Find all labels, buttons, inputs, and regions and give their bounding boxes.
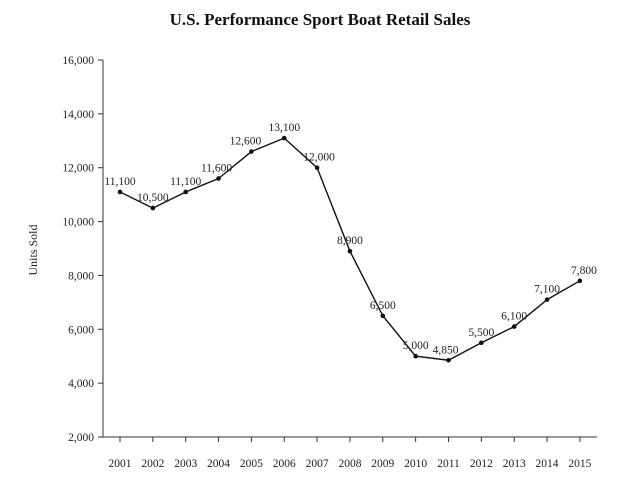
y-tick-label: 6,000	[68, 324, 94, 336]
data-label: 10,500	[137, 192, 169, 204]
data-label: 11,100	[170, 176, 201, 188]
x-tick-label: 2012	[470, 458, 493, 470]
y-tick-label: 10,000	[62, 217, 94, 229]
chart-axes	[102, 60, 597, 438]
data-label: 4,850	[433, 344, 459, 356]
y-tick-label: 2,000	[68, 432, 94, 444]
data-label: 7,100	[534, 284, 560, 296]
x-axis-ticks: 2001 2002 2003 2004 2005 2006 2007 2008 2009 2010…	[109, 437, 592, 470]
data-point	[577, 278, 583, 284]
data-point	[380, 313, 386, 319]
data-point	[413, 353, 418, 359]
data-point	[183, 189, 188, 195]
y-tick-label: 14,000	[62, 109, 94, 121]
data-label: 5,000	[403, 340, 429, 352]
x-tick-label: 2010	[404, 458, 427, 470]
data-point	[347, 248, 353, 254]
x-tick-label: 2005	[240, 458, 263, 470]
x-tick-label: 2003	[174, 458, 197, 470]
data-point	[281, 135, 287, 141]
data-point	[216, 176, 221, 181]
y-tick-label: 8,000	[68, 270, 94, 282]
x-tick-label: 2014	[536, 458, 559, 470]
y-tick-label: 16,000	[62, 55, 94, 67]
data-label: 5,500	[468, 327, 494, 339]
y-tick-label: 4,000	[68, 378, 94, 390]
data-label: 11,600	[201, 162, 232, 174]
data-labels: 11,10010,50011,10011,60012,60013,10012,0…	[104, 122, 597, 356]
x-tick-label: 2006	[273, 458, 296, 470]
y-tick-label: 12,000	[62, 163, 94, 175]
data-label: 6,100	[501, 311, 527, 323]
data-point	[314, 165, 320, 171]
chart-title: U.S. Performance Sport Boat Retail Sales	[169, 10, 471, 29]
data-label: 11,100	[104, 176, 135, 188]
x-tick-label: 2008	[338, 458, 361, 470]
data-point	[249, 149, 254, 154]
data-label: 12,000	[303, 152, 335, 164]
x-tick-label: 2001	[109, 458, 132, 470]
data-label: 6,500	[370, 300, 396, 312]
x-tick-label: 2009	[371, 458, 394, 470]
x-tick-label: 2015	[568, 458, 591, 470]
data-label: 13,100	[268, 122, 300, 134]
data-point	[544, 297, 550, 302]
data-point	[446, 357, 451, 363]
y-axis-ticks: 2,000 4,000 6,000 8,000 10,000 12,000 14,000 16…	[62, 55, 103, 444]
data-point	[479, 340, 484, 346]
data-label: 7,800	[571, 265, 597, 277]
data-point	[150, 205, 156, 211]
series-markers	[117, 135, 583, 363]
x-tick-label: 2002	[141, 458, 164, 470]
data-label: 12,600	[230, 136, 262, 148]
x-tick-label: 2011	[437, 458, 460, 470]
data-label: 8,900	[337, 235, 363, 247]
x-tick-label: 2004	[207, 458, 230, 470]
x-tick-label: 2013	[503, 458, 526, 470]
x-tick-label: 2007	[306, 458, 329, 470]
y-axis-title: Units Sold	[26, 224, 40, 275]
data-point	[117, 189, 123, 195]
data-point	[511, 324, 517, 329]
